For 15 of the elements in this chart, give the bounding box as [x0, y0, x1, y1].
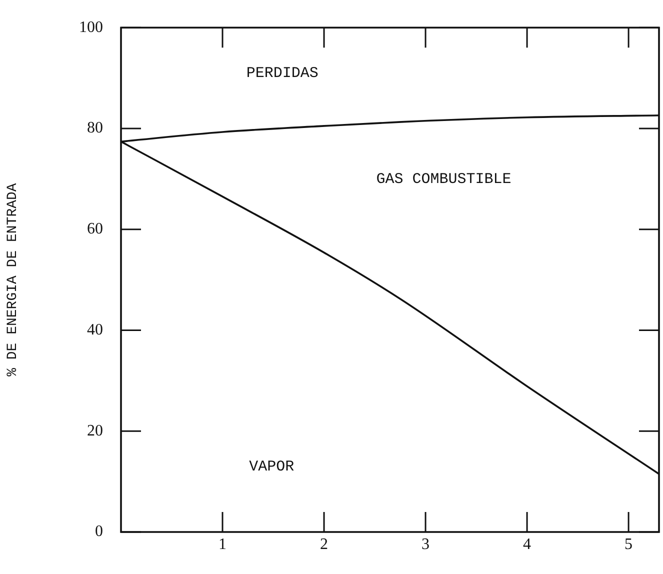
- annotation: GAS COMBUSTIBLE: [376, 170, 512, 188]
- y-axis-title: % DE ENERGIA DE ENTRADA: [5, 182, 22, 376]
- y-tick-label: 100: [79, 18, 103, 36]
- y-tick-label: 60: [87, 220, 103, 238]
- y-tick-label: 80: [87, 120, 103, 137]
- x-tick-label: 3: [422, 536, 430, 553]
- x-tick-label: 4: [523, 536, 532, 553]
- annotation: VAPOR: [249, 458, 294, 476]
- y-tick-label: 0: [95, 523, 103, 540]
- x-tick-label: 2: [320, 536, 328, 553]
- x-tick-label: 1: [218, 536, 227, 553]
- y-tick-label: 40: [87, 321, 103, 338]
- y-tick-label: 20: [87, 422, 103, 440]
- annotation: PERDIDAS: [246, 64, 318, 82]
- x-tick-label: 5: [624, 536, 633, 553]
